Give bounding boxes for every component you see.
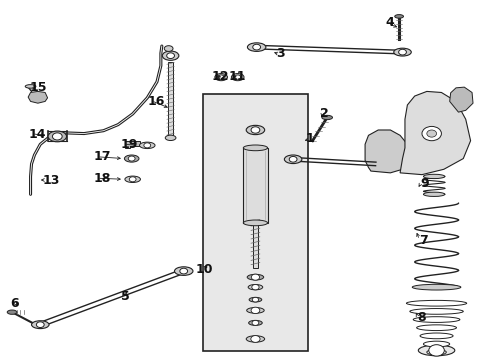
Ellipse shape bbox=[214, 73, 227, 81]
Polygon shape bbox=[449, 87, 472, 112]
Text: 8: 8 bbox=[416, 311, 425, 324]
Polygon shape bbox=[399, 91, 469, 175]
Circle shape bbox=[52, 133, 62, 140]
Ellipse shape bbox=[416, 325, 456, 330]
Ellipse shape bbox=[419, 333, 452, 339]
Ellipse shape bbox=[162, 51, 179, 60]
Ellipse shape bbox=[246, 307, 264, 313]
Text: 10: 10 bbox=[196, 263, 213, 276]
Text: 12: 12 bbox=[211, 70, 229, 83]
Ellipse shape bbox=[406, 300, 466, 306]
Ellipse shape bbox=[423, 192, 444, 197]
Circle shape bbox=[251, 274, 259, 280]
Ellipse shape bbox=[409, 309, 462, 314]
Text: 16: 16 bbox=[147, 95, 164, 108]
Bar bbox=[243, 148, 267, 223]
Ellipse shape bbox=[174, 267, 193, 275]
Text: 2: 2 bbox=[319, 107, 328, 120]
Ellipse shape bbox=[321, 115, 332, 120]
Circle shape bbox=[128, 156, 135, 161]
Ellipse shape bbox=[246, 274, 263, 280]
Ellipse shape bbox=[393, 48, 410, 56]
Ellipse shape bbox=[124, 176, 140, 183]
Circle shape bbox=[251, 284, 259, 290]
Circle shape bbox=[426, 130, 436, 137]
Circle shape bbox=[180, 268, 187, 274]
Ellipse shape bbox=[417, 345, 454, 356]
Ellipse shape bbox=[243, 145, 267, 151]
Text: 15: 15 bbox=[30, 81, 47, 94]
Text: 4: 4 bbox=[385, 16, 393, 29]
Ellipse shape bbox=[31, 321, 49, 329]
Text: 11: 11 bbox=[228, 70, 246, 83]
Text: 19: 19 bbox=[120, 138, 138, 151]
Ellipse shape bbox=[411, 284, 460, 290]
Ellipse shape bbox=[423, 341, 449, 347]
Text: 7: 7 bbox=[419, 234, 427, 247]
Ellipse shape bbox=[124, 155, 139, 162]
Circle shape bbox=[421, 126, 441, 141]
Polygon shape bbox=[28, 91, 47, 103]
Ellipse shape bbox=[247, 284, 262, 290]
Ellipse shape bbox=[248, 320, 262, 325]
Circle shape bbox=[250, 307, 259, 314]
Text: 14: 14 bbox=[28, 128, 45, 141]
Circle shape bbox=[143, 143, 150, 148]
Text: 17: 17 bbox=[94, 150, 111, 163]
Ellipse shape bbox=[165, 135, 176, 140]
Circle shape bbox=[218, 75, 224, 79]
Text: 3: 3 bbox=[276, 47, 284, 60]
Polygon shape bbox=[365, 130, 407, 173]
Circle shape bbox=[234, 75, 240, 79]
Text: 9: 9 bbox=[420, 177, 428, 190]
Bar bbox=[203, 94, 307, 351]
Ellipse shape bbox=[25, 85, 36, 88]
Ellipse shape bbox=[394, 15, 403, 18]
Circle shape bbox=[129, 177, 136, 182]
Ellipse shape bbox=[423, 174, 444, 179]
Circle shape bbox=[252, 44, 260, 50]
Ellipse shape bbox=[248, 297, 261, 302]
Ellipse shape bbox=[245, 125, 264, 135]
Ellipse shape bbox=[245, 336, 264, 342]
Circle shape bbox=[252, 297, 258, 302]
Ellipse shape bbox=[48, 131, 66, 142]
Ellipse shape bbox=[426, 349, 446, 355]
Ellipse shape bbox=[231, 73, 244, 81]
Circle shape bbox=[250, 336, 260, 342]
Ellipse shape bbox=[243, 220, 267, 226]
Circle shape bbox=[251, 320, 258, 325]
Text: 13: 13 bbox=[42, 174, 60, 186]
Circle shape bbox=[250, 127, 259, 133]
Text: 6: 6 bbox=[10, 297, 19, 310]
Circle shape bbox=[166, 53, 174, 59]
Polygon shape bbox=[125, 141, 140, 148]
Circle shape bbox=[36, 322, 44, 328]
Ellipse shape bbox=[284, 155, 301, 163]
Circle shape bbox=[428, 345, 444, 356]
Text: 1: 1 bbox=[305, 132, 313, 145]
Text: 5: 5 bbox=[120, 289, 129, 303]
Circle shape bbox=[398, 49, 406, 55]
Ellipse shape bbox=[139, 142, 155, 149]
Ellipse shape bbox=[7, 310, 17, 314]
Ellipse shape bbox=[412, 317, 459, 323]
Ellipse shape bbox=[247, 43, 265, 51]
Bar bbox=[168, 62, 172, 138]
Circle shape bbox=[288, 157, 296, 162]
Bar bbox=[252, 221, 257, 267]
Text: 18: 18 bbox=[94, 172, 111, 185]
Ellipse shape bbox=[164, 46, 173, 51]
